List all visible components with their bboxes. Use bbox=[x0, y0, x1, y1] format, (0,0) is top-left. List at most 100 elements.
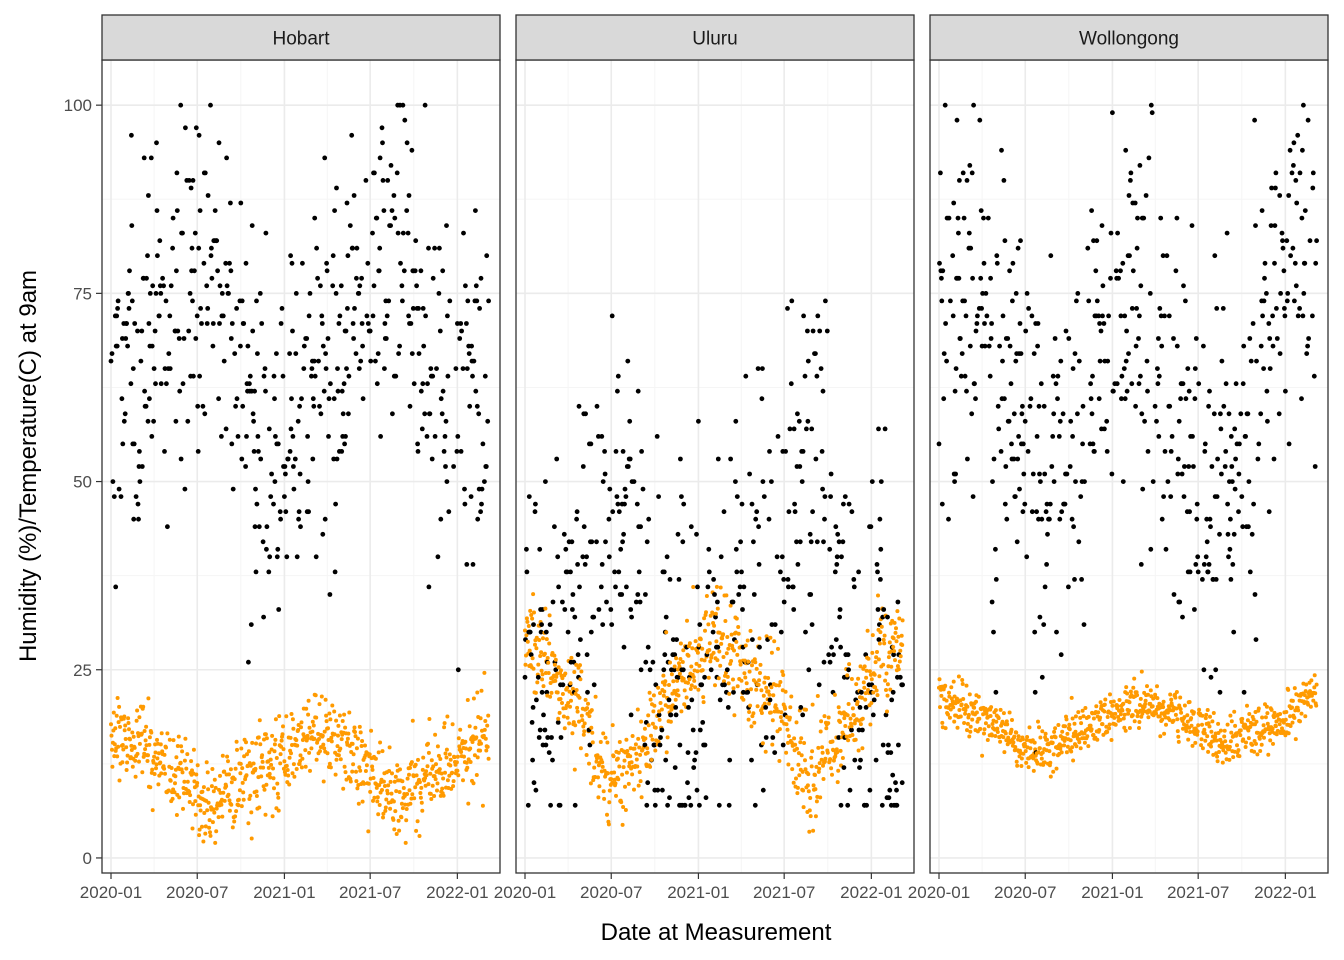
temperature-point bbox=[811, 828, 816, 833]
humidity-point bbox=[591, 614, 597, 620]
temperature-point bbox=[868, 722, 873, 727]
humidity-point bbox=[1072, 577, 1077, 582]
temperature-point bbox=[704, 594, 709, 598]
humidity-point bbox=[245, 343, 251, 349]
temperature-point bbox=[668, 660, 672, 665]
temperature-point bbox=[1083, 706, 1088, 710]
humidity-point bbox=[1194, 501, 1200, 507]
temperature-point bbox=[965, 721, 970, 726]
temperature-point bbox=[892, 649, 897, 654]
humidity-point bbox=[873, 757, 879, 763]
temperature-point bbox=[875, 693, 880, 698]
humidity-point bbox=[685, 780, 690, 786]
humidity-point bbox=[1183, 396, 1189, 402]
humidity-point bbox=[404, 140, 410, 146]
humidity-point bbox=[1145, 388, 1150, 394]
temperature-point bbox=[373, 756, 378, 761]
temperature-point bbox=[151, 760, 156, 765]
temperature-point bbox=[268, 775, 273, 780]
humidity-point bbox=[948, 298, 953, 304]
humidity-point bbox=[795, 562, 801, 567]
temperature-point bbox=[947, 690, 951, 695]
temperature-point bbox=[864, 675, 869, 680]
humidity-point bbox=[639, 449, 644, 454]
humidity-point bbox=[979, 306, 984, 311]
temperature-point bbox=[137, 759, 141, 764]
temperature-point bbox=[1164, 722, 1168, 727]
humidity-point bbox=[126, 291, 131, 296]
humidity-point bbox=[359, 275, 364, 281]
humidity-point bbox=[1000, 313, 1006, 319]
humidity-point bbox=[755, 366, 761, 371]
humidity-point bbox=[997, 343, 1002, 349]
humidity-point bbox=[956, 230, 961, 236]
humidity-point bbox=[995, 403, 1001, 409]
humidity-point bbox=[1280, 238, 1285, 244]
humidity-point bbox=[715, 456, 721, 462]
humidity-point bbox=[220, 313, 226, 319]
humidity-point bbox=[631, 479, 637, 484]
humidity-point bbox=[959, 351, 965, 356]
humidity-point bbox=[1074, 298, 1079, 304]
temperature-point bbox=[724, 593, 729, 598]
humidity-point bbox=[602, 449, 607, 454]
temperature-point bbox=[989, 705, 994, 710]
humidity-point bbox=[385, 178, 391, 183]
humidity-point bbox=[174, 268, 179, 274]
temperature-point bbox=[875, 650, 879, 654]
humidity-point bbox=[868, 524, 874, 530]
temperature-point bbox=[417, 834, 422, 838]
temperature-point bbox=[1131, 685, 1136, 690]
temperature-point bbox=[120, 760, 125, 765]
humidity-point bbox=[409, 351, 415, 356]
humidity-point bbox=[164, 381, 169, 387]
temperature-point bbox=[253, 766, 258, 771]
humidity-point bbox=[181, 336, 187, 341]
humidity-point bbox=[531, 780, 537, 786]
temperature-point bbox=[826, 721, 831, 726]
humidity-point bbox=[598, 584, 604, 590]
temperature-point bbox=[257, 805, 262, 810]
temperature-point bbox=[1173, 712, 1178, 717]
temperature-point bbox=[536, 662, 541, 667]
temperature-point bbox=[613, 781, 618, 786]
temperature-point bbox=[1184, 729, 1189, 734]
humidity-point bbox=[741, 584, 747, 590]
humidity-point bbox=[1284, 298, 1290, 304]
temperature-point bbox=[263, 732, 268, 737]
humidity-point bbox=[694, 531, 699, 537]
humidity-point bbox=[879, 802, 885, 808]
temperature-point bbox=[986, 724, 991, 729]
temperature-point bbox=[1214, 738, 1219, 743]
humidity-point bbox=[153, 381, 158, 387]
temperature-point bbox=[706, 622, 711, 627]
humidity-point bbox=[275, 546, 281, 552]
temperature-point bbox=[1197, 707, 1202, 712]
temperature-point bbox=[1206, 749, 1211, 754]
humidity-point bbox=[1028, 396, 1034, 402]
temperature-point bbox=[884, 671, 889, 676]
temperature-point bbox=[463, 746, 468, 751]
humidity-point bbox=[875, 607, 881, 612]
temperature-point bbox=[736, 631, 741, 636]
temperature-point bbox=[634, 757, 639, 762]
humidity-point bbox=[688, 802, 694, 808]
temperature-point bbox=[287, 755, 292, 760]
humidity-point bbox=[534, 697, 539, 703]
temperature-point bbox=[544, 637, 549, 642]
humidity-point bbox=[993, 577, 999, 582]
temperature-point bbox=[592, 765, 597, 770]
temperature-point bbox=[310, 729, 315, 734]
temperature-point bbox=[376, 750, 381, 755]
humidity-point bbox=[682, 802, 688, 808]
temperature-point bbox=[154, 762, 159, 767]
temperature-point bbox=[718, 585, 723, 590]
humidity-point bbox=[760, 479, 766, 484]
humidity-point bbox=[688, 524, 694, 530]
humidity-point bbox=[432, 434, 438, 439]
humidity-point bbox=[799, 479, 805, 484]
humidity-point bbox=[583, 411, 588, 417]
humidity-point bbox=[405, 230, 411, 236]
humidity-point bbox=[708, 667, 714, 673]
humidity-point bbox=[271, 501, 276, 507]
